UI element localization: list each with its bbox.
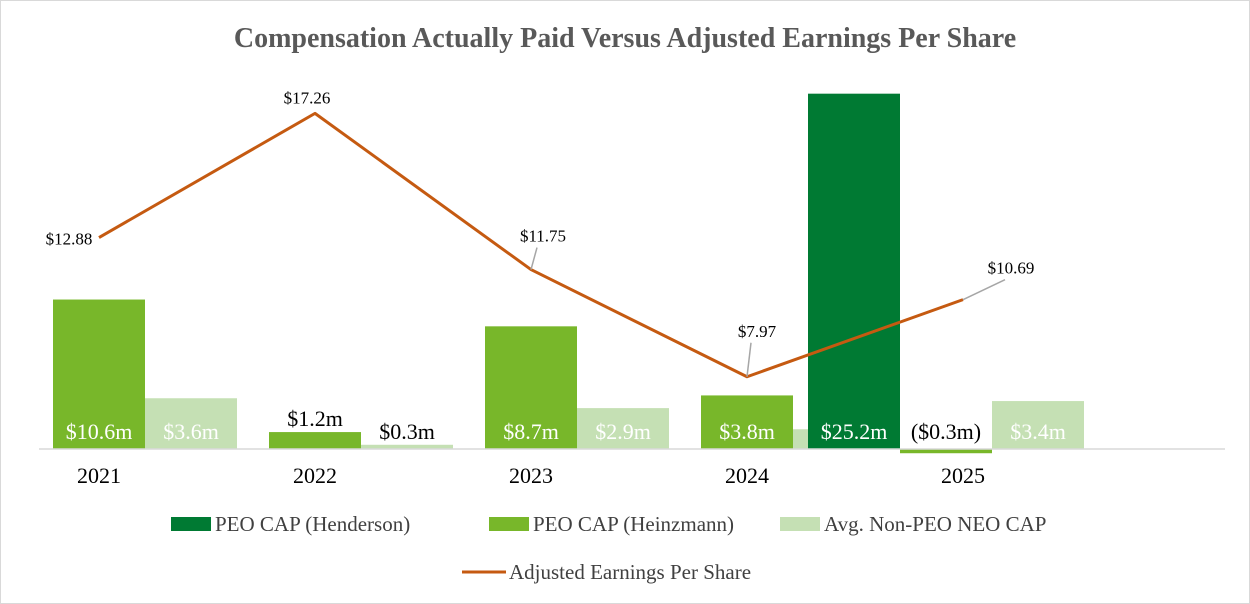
- data-label-peo-cap-henderson-2025: $25.2m: [821, 419, 888, 444]
- legend: PEO CAP (Henderson) PEO CAP (Heinzmann) Av…: [171, 512, 1046, 584]
- data-label-peo-cap-heinzmann-2021: $10.6m: [66, 419, 133, 444]
- data-label-avg-non-peo-neo-cap-2023: $2.9m: [595, 419, 651, 444]
- bar-avg-non-peo-neo-cap-2022: [361, 444, 453, 449]
- bar-peo-cap-henderson-2025: [808, 93, 900, 450]
- eps-label-2023: $11.75: [520, 227, 566, 246]
- bar-peo-cap-heinzmann-2021: [53, 299, 145, 449]
- data-label-avg-non-peo-neo-cap-2021: $3.6m: [163, 419, 219, 444]
- x-tick-label-2024: 2024: [725, 463, 769, 488]
- legend-label-avg-non-peo-neo-cap: Avg. Non-PEO NEO CAP: [824, 512, 1046, 536]
- eps-line-layer: $12.88 $17.26 $11.75 $7.97 $10.69: [46, 88, 1035, 379]
- eps-label-2025: $10.69: [988, 259, 1035, 278]
- data-label-avg-non-peo-neo-cap-2025: $3.4m: [1010, 419, 1066, 444]
- data-label-avg-non-peo-neo-cap-2022: $0.3m: [379, 419, 435, 444]
- bar-avg-non-peo-neo-cap-2025: [992, 401, 1084, 449]
- legend-label-adjusted-eps: Adjusted Earnings Per Share: [509, 560, 751, 584]
- legend-label-peo-cap-heinzmann: PEO CAP (Heinzmann): [533, 512, 734, 536]
- legend-label-peo-cap-henderson: PEO CAP (Henderson): [215, 512, 410, 536]
- bar-layer: $10.6m$3.6m$1.2m$0.3m$8.7m$2.9m$3.8m$1.4…: [53, 93, 1084, 454]
- bar-peo-cap-heinzmann-2022: [269, 432, 361, 449]
- bar-avg-non-peo-neo-cap-2021: [145, 398, 237, 449]
- data-label-peo-cap-heinzmann-2025: ($0.3m): [911, 419, 981, 444]
- x-axis: 2021 2022 2023 2024 2025: [39, 448, 1225, 488]
- data-label-peo-cap-heinzmann-2024: $3.8m: [719, 419, 775, 444]
- data-label-peo-cap-heinzmann-2023: $8.7m: [503, 419, 559, 444]
- legend-swatch-peo-cap-heinzmann: [489, 517, 529, 531]
- x-tick-label-2021: 2021: [77, 463, 121, 488]
- eps-label-2024: $7.97: [738, 322, 777, 341]
- chart-title: Compensation Actually Paid Versus Adjust…: [234, 23, 1016, 54]
- x-tick-label-2022: 2022: [293, 463, 337, 488]
- eps-label-2022: $17.26: [284, 88, 331, 107]
- x-tick-label-2023: 2023: [509, 463, 553, 488]
- legend-swatch-avg-non-peo-neo-cap: [780, 517, 820, 531]
- bar-peo-cap-heinzmann-2023: [485, 326, 577, 449]
- bar-peo-cap-heinzmann-2024: [701, 395, 793, 449]
- x-tick-label-2025: 2025: [941, 463, 985, 488]
- bar-avg-non-peo-neo-cap-2023: [577, 408, 669, 449]
- eps-label-2021: $12.88: [46, 230, 93, 249]
- legend-swatch-peo-cap-henderson: [171, 517, 211, 531]
- bar-peo-cap-heinzmann-2025: [900, 449, 992, 454]
- eps-leader-2023: [530, 247, 538, 270]
- data-label-peo-cap-heinzmann-2022: $1.2m: [287, 406, 343, 431]
- eps-leader-2024: [746, 342, 752, 377]
- eps-leader-2025: [962, 278, 1006, 301]
